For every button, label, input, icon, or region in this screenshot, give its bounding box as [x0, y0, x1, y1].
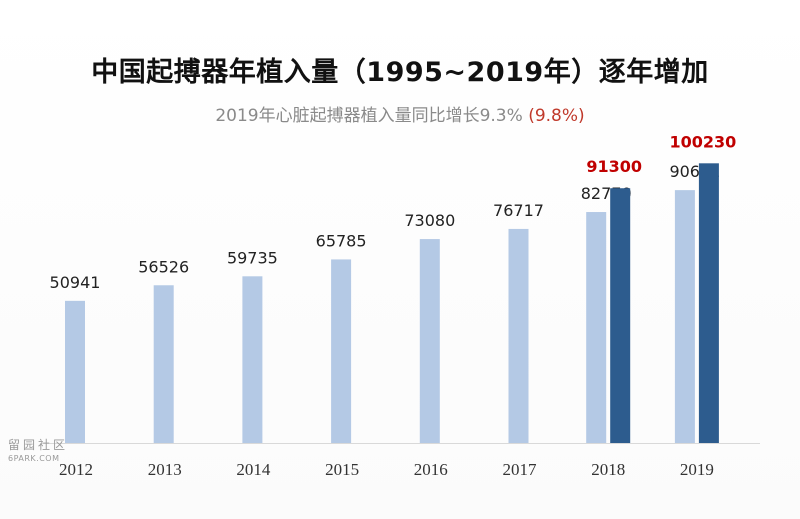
- bar-series1-2014: [242, 276, 263, 443]
- value-label-2017: 76717: [493, 201, 544, 220]
- bar-series2-2019: [698, 163, 719, 443]
- watermark: 留园社区 6PARK.COM: [8, 436, 68, 463]
- value-label-2016: 73080: [404, 211, 455, 230]
- value-label-2012: 50941: [50, 273, 101, 292]
- x-tick-label-2017: 2017: [503, 460, 538, 479]
- subtitle-highlight: (9.8%): [528, 106, 585, 126]
- chart-subtitle: 2019年心脏起搏器植入量同比增长9.3% (9.8%): [0, 101, 800, 126]
- x-tick-label-2013: 2013: [148, 460, 182, 479]
- x-tick-label-2012: 2012: [59, 460, 93, 479]
- subtitle-text: 2019年心脏起搏器植入量同比增长9.3%: [215, 106, 523, 126]
- x-tick-label-2019: 2019: [680, 460, 714, 479]
- bar-series1-2017: [508, 228, 529, 443]
- value-label-highlight-2019: 100230: [670, 132, 737, 151]
- x-tick-label-2015: 2015: [325, 460, 359, 479]
- bar-series1-2015: [331, 259, 352, 443]
- bar-series1-2012: [65, 300, 85, 443]
- value-label-2014: 59735: [227, 248, 278, 267]
- x-tick-label-2018: 2018: [591, 460, 625, 479]
- bar-series1-2016: [419, 239, 440, 443]
- bar-series2-2018: [610, 188, 631, 443]
- bar-series1-2018: [586, 212, 607, 443]
- bar-series1-2013: [153, 285, 174, 443]
- value-label-highlight-2018: 91300: [586, 157, 642, 176]
- bar-series1-2019: [674, 190, 695, 443]
- watermark-text: 留园社区: [8, 438, 69, 452]
- chart-title: 中国起搏器年植入量（1995~2019年）逐年增加: [91, 57, 709, 88]
- x-tick-label-2016: 2016: [414, 460, 448, 479]
- watermark-url: 6PARK.COM: [8, 454, 60, 463]
- x-tick-label-2014: 2014: [236, 460, 271, 479]
- value-label-2015: 65785: [316, 231, 367, 250]
- value-label-2013: 56526: [138, 257, 189, 276]
